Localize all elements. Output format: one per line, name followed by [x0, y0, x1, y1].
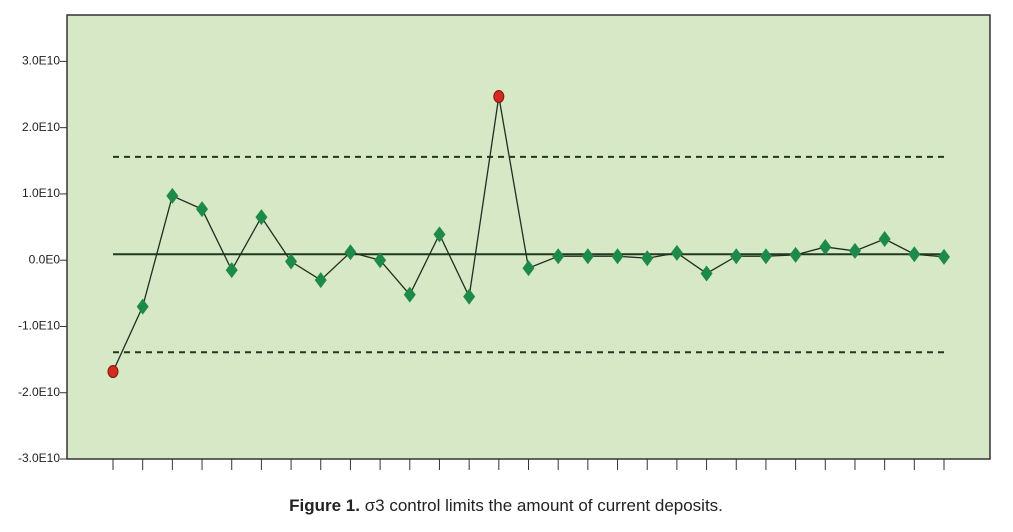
- outlier-point: [493, 90, 505, 104]
- point: [908, 246, 921, 263]
- point: [255, 209, 268, 226]
- point: [136, 298, 149, 315]
- y-tick-label: 1.0E10: [22, 186, 60, 200]
- caption-label: Figure 1.: [289, 496, 360, 515]
- point: [403, 286, 416, 303]
- point: [700, 265, 713, 282]
- y-tick-label: -2.0E10: [18, 385, 60, 399]
- point: [611, 248, 624, 265]
- y-tick-label: 3.0E10: [22, 54, 60, 68]
- point: [225, 262, 238, 279]
- point: [314, 272, 327, 289]
- point: [759, 248, 772, 265]
- y-tick-label: -3.0E10: [18, 451, 60, 465]
- outlier-point: [107, 365, 119, 379]
- point: [285, 253, 298, 270]
- plot-area: [66, 14, 991, 460]
- point: [374, 252, 387, 269]
- point: [730, 248, 743, 265]
- point: [819, 238, 832, 255]
- y-tick-label: -1.0E10: [18, 319, 60, 333]
- point: [166, 187, 179, 204]
- point: [878, 230, 891, 247]
- point: [641, 250, 654, 267]
- point: [670, 244, 683, 261]
- caption: Figure 1. σ3 control limits the amount o…: [289, 496, 723, 515]
- y-tick-label: 0.0E0: [29, 252, 61, 266]
- point: [938, 248, 950, 265]
- point: [789, 246, 802, 263]
- point: [522, 260, 535, 277]
- point: [848, 242, 861, 259]
- point: [581, 248, 594, 265]
- point: [433, 226, 446, 243]
- point: [463, 288, 476, 305]
- point: [344, 244, 357, 261]
- y-tick-label: 2.0E10: [22, 120, 60, 134]
- caption-text: σ3 control limits the amount of current …: [365, 496, 723, 515]
- point: [552, 248, 565, 265]
- point: [196, 201, 209, 218]
